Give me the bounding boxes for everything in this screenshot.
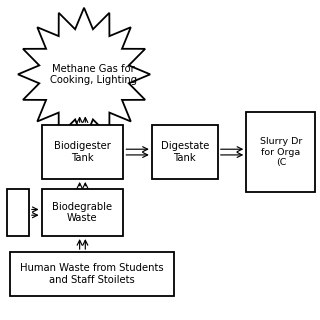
FancyBboxPatch shape	[10, 252, 174, 296]
Text: Slurry Dr
for Orga
(C: Slurry Dr for Orga (C	[260, 137, 302, 167]
FancyBboxPatch shape	[42, 125, 124, 179]
Text: Biodegrable
Waste: Biodegrable Waste	[52, 202, 113, 223]
Polygon shape	[18, 8, 150, 141]
Text: Methane Gas for
Cooking, Lighting: Methane Gas for Cooking, Lighting	[50, 64, 137, 85]
FancyBboxPatch shape	[152, 125, 218, 179]
FancyBboxPatch shape	[246, 112, 316, 192]
Text: Digestate
Tank: Digestate Tank	[161, 141, 209, 163]
FancyBboxPatch shape	[42, 188, 124, 236]
Text: Biodigester
Tank: Biodigester Tank	[54, 141, 111, 163]
Text: Human Waste from Students
and Staff Stoilets: Human Waste from Students and Staff Stoi…	[20, 263, 164, 285]
FancyBboxPatch shape	[7, 188, 29, 236]
